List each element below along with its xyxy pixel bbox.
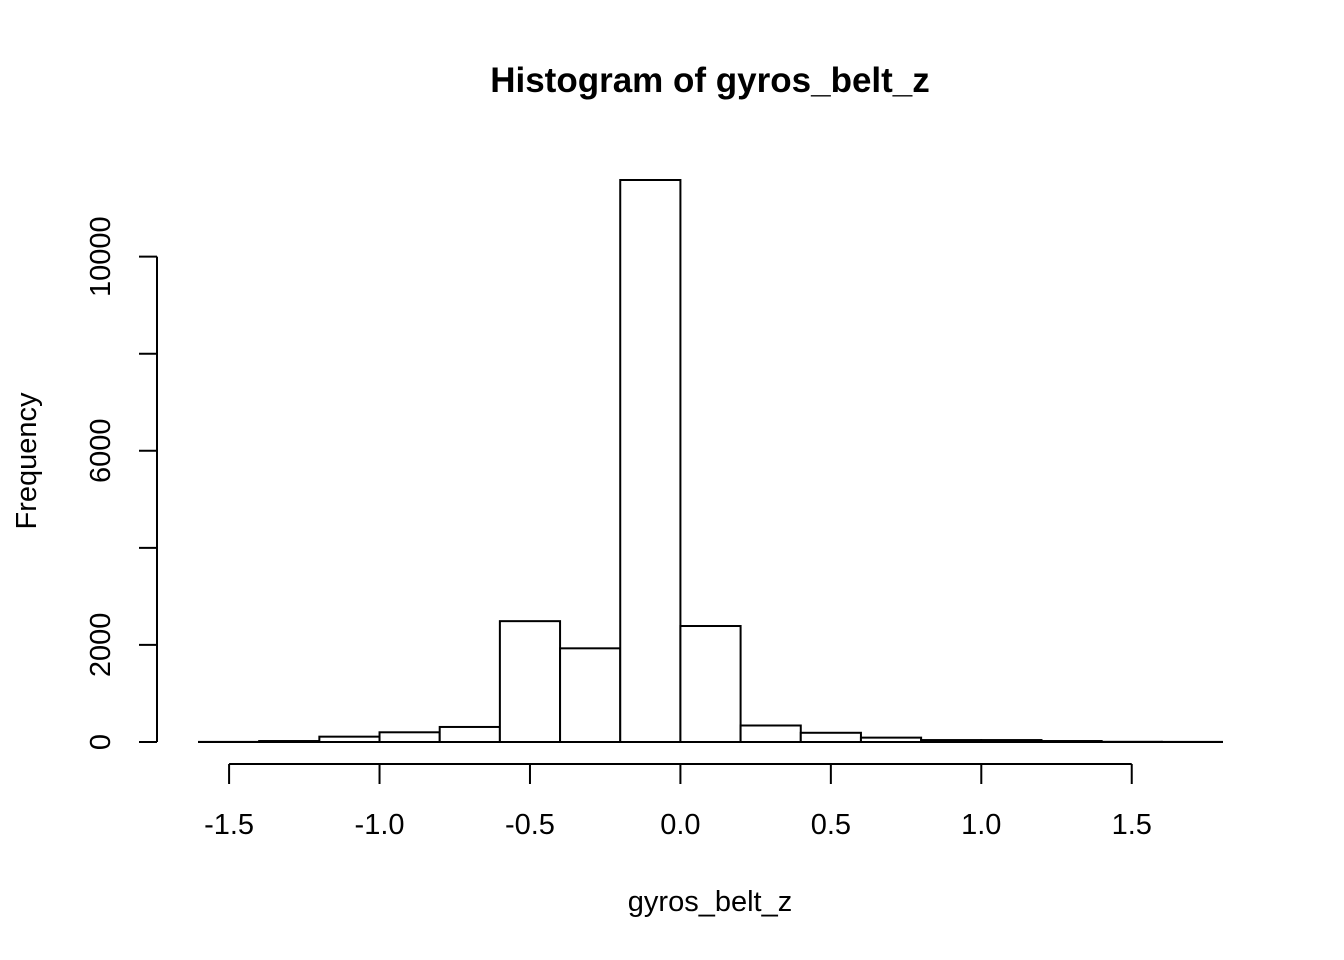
histogram-bar (980, 739, 1043, 743)
x-tick-label: -0.5 (505, 809, 555, 841)
x-tick-label: 1.0 (961, 809, 1001, 841)
x-tick-label: 1.5 (1112, 809, 1152, 841)
histogram-bar (438, 725, 501, 743)
histogram-bar (559, 647, 622, 743)
x-tick-label: 0.5 (811, 809, 851, 841)
x-axis-label: gyros_belt_z (628, 886, 792, 918)
histogram-bar (679, 625, 742, 743)
y-tick-label: 6000 (85, 419, 117, 484)
histogram-bar (258, 740, 321, 743)
x-axis: -1.5 -1.0 -0.5 0.0 0.5 1.0 1.5 (204, 763, 1152, 841)
histogram-bar (1040, 740, 1103, 743)
histogram-bar (318, 735, 381, 744)
histogram-bar (859, 736, 923, 744)
histogram-bar (619, 179, 682, 743)
chart-title: Histogram of gyros_belt_z (490, 61, 930, 100)
histogram-bar (498, 620, 562, 744)
histogram-bar (920, 739, 983, 743)
x-tick-label: -1.5 (204, 809, 254, 841)
histogram-bars (198, 179, 1223, 744)
y-tick-label: 2000 (85, 613, 117, 678)
y-axis-label: Frequency (11, 392, 43, 530)
y-axis: 0 2000 6000 10000 (85, 216, 158, 750)
x-tick-label: -1.0 (355, 809, 405, 841)
histogram-bar (378, 731, 441, 743)
histogram-bar (739, 724, 802, 744)
x-tick-label: 0.0 (660, 809, 700, 841)
y-tick-label: 10000 (85, 216, 117, 297)
y-tick-label: 0 (85, 734, 117, 750)
histogram-bar (799, 731, 862, 744)
